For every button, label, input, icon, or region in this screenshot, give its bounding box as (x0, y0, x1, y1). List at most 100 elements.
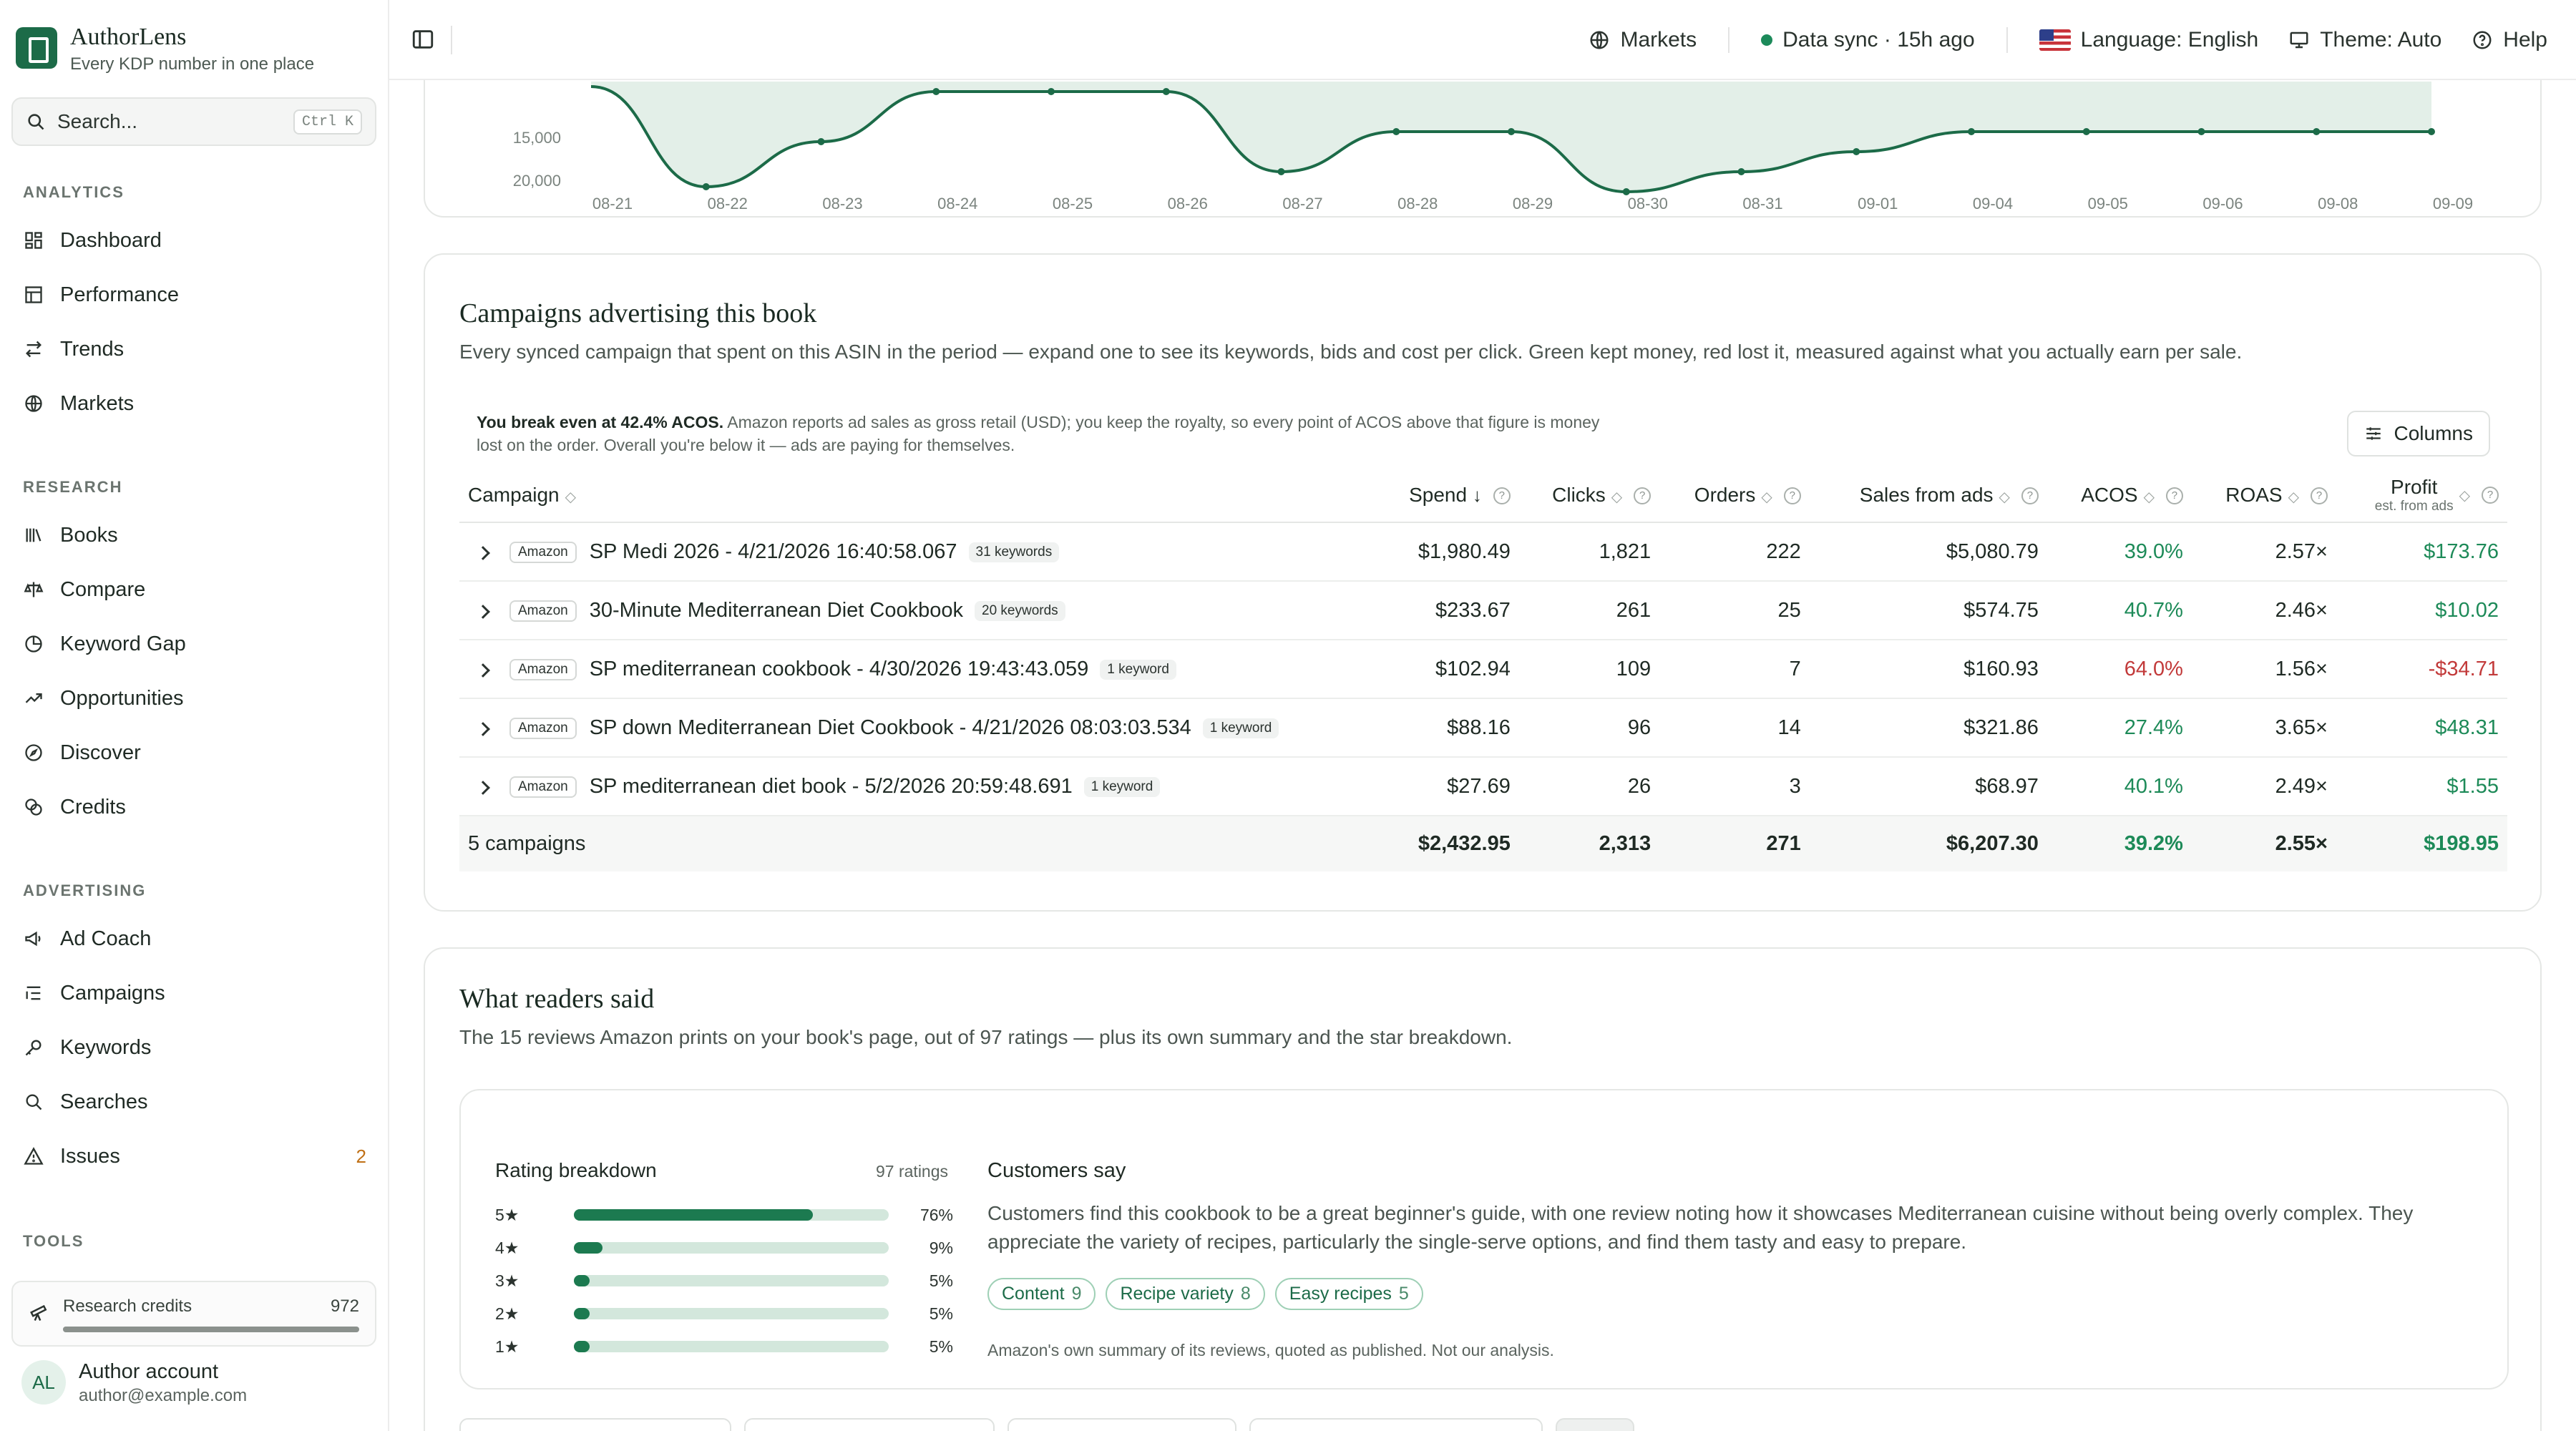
help-icon[interactable]: ? (2310, 487, 2328, 505)
account-menu[interactable]: AL Author account author@example.com (21, 1358, 247, 1407)
find-button[interactable]: Find (1556, 1418, 1634, 1431)
sidebar-item-credits[interactable]: Credits (23, 787, 366, 827)
sidebar-item-trends[interactable]: Trends (23, 329, 366, 369)
review-search-input[interactable]: Search within reviews (1249, 1418, 1543, 1431)
review-filter-select[interactable]: All... (459, 1418, 731, 1431)
sidebar-item-opportunities[interactable]: Opportunities (23, 678, 366, 718)
col-orders[interactable]: Orders ◇? (1659, 468, 1810, 523)
data-point[interactable] (2197, 128, 2205, 135)
columns-button[interactable]: Columns (2346, 411, 2490, 456)
campaign-name[interactable]: SP mediterranean cookbook - 4/30/2026 19… (589, 657, 1089, 680)
sidebar-item-ad-coach[interactable]: Ad Coach (23, 919, 366, 959)
sidebar-item-keyword-gap[interactable]: Keyword Gap (23, 624, 366, 664)
chevron-right-icon[interactable] (476, 604, 490, 619)
data-point[interactable] (1968, 128, 1975, 135)
data-point[interactable] (2082, 128, 2090, 135)
table-row[interactable]: Amazon SP mediterranean cookbook - 4/30/2… (459, 640, 2507, 699)
acos-cell: 27.4% (2046, 698, 2192, 758)
sidebar-item-issues[interactable]: Issues 2 (23, 1136, 366, 1176)
table-row[interactable]: Amazon SP Medi 2026 - 4/21/2026 16:40:58.… (459, 522, 2507, 582)
data-point[interactable] (2428, 128, 2435, 135)
data-point[interactable] (702, 183, 710, 190)
col-profit[interactable]: Profit est. from ads ◇? (2336, 468, 2507, 523)
sidebar-item-markets[interactable]: Markets (23, 384, 366, 424)
campaign-name[interactable]: 30-Minute Mediterranean Diet Cookbook (589, 598, 963, 622)
col-spend[interactable]: Spend ↓? (1375, 468, 1519, 523)
brand[interactable]: AuthorLens Every KDP number in one place (16, 21, 314, 76)
rating-row[interactable]: 2★ 5% (495, 1299, 953, 1328)
data-point[interactable] (1277, 168, 1285, 175)
help-icon[interactable]: ? (2482, 486, 2499, 504)
sidebar-toggle-icon[interactable] (411, 27, 435, 55)
data-point[interactable] (1508, 128, 1515, 135)
col-roas[interactable]: ROAS ◇? (2191, 468, 2336, 523)
rating-percent: 9% (929, 1238, 953, 1257)
sort-icon: ◇ (1611, 489, 1623, 505)
sidebar-item-searches[interactable]: Searches (23, 1082, 366, 1122)
research-credits[interactable]: Research credits 972 (11, 1281, 376, 1347)
rating-row[interactable]: 5★ 76% (495, 1201, 953, 1229)
issues-count-badge: 2 (356, 1145, 366, 1167)
help-icon[interactable]: ? (1493, 487, 1511, 505)
sort-desc-icon: ↓ (1472, 484, 1482, 506)
data-point[interactable] (817, 138, 825, 145)
col-sales-label: Sales from ads (1859, 483, 1994, 506)
sidebar-item-dashboard[interactable]: Dashboard (23, 220, 366, 260)
chevron-right-icon[interactable] (476, 780, 490, 795)
campaign-name[interactable]: SP Medi 2026 - 4/21/2026 16:40:58.067 (589, 539, 957, 563)
rating-row[interactable]: 4★ 9% (495, 1234, 953, 1262)
data-point[interactable] (1622, 188, 1630, 195)
rating-row[interactable]: 3★ 5% (495, 1266, 953, 1295)
rating-star-label: 2★ (495, 1304, 519, 1323)
data-point[interactable] (1853, 148, 1860, 155)
help-icon[interactable]: ? (1783, 487, 1801, 505)
col-acos[interactable]: ACOS ◇? (2046, 468, 2192, 523)
data-point[interactable] (1392, 128, 1400, 135)
total-sales: $6,207.30 (1809, 816, 2047, 871)
rating-bar (574, 1341, 889, 1352)
data-point[interactable] (1737, 168, 1745, 175)
help-button[interactable]: Help (2472, 28, 2547, 52)
help-icon[interactable]: ? (2165, 487, 2183, 505)
rating-row[interactable]: 1★ 5% (495, 1332, 953, 1361)
help-icon[interactable]: ? (1634, 487, 1652, 505)
sidebar-item-campaigns[interactable]: Campaigns (23, 973, 366, 1013)
total-roas: 2.55× (2191, 816, 2336, 871)
data-point[interactable] (932, 88, 940, 95)
chevron-right-icon[interactable] (476, 663, 490, 678)
sidebar-item-books[interactable]: Books (23, 515, 366, 555)
search-box[interactable]: Search... Ctrl K (11, 97, 376, 146)
columns-label: Columns (2394, 422, 2473, 444)
sidebar-item-performance[interactable]: Performance (23, 275, 366, 315)
sidebar-item-discover[interactable]: Discover (23, 733, 366, 773)
campaign-name[interactable]: SP mediterranean diet book - 5/2/2026 20… (589, 774, 1073, 798)
aspect-chip[interactable]: Content 9 (987, 1278, 1096, 1310)
sidebar-item-label: Discover (60, 741, 141, 764)
col-campaign[interactable]: Campaign ◇ (459, 468, 1375, 523)
col-sales[interactable]: Sales from ads ◇? (1809, 468, 2047, 523)
rating-bar (574, 1275, 889, 1286)
col-clicks[interactable]: Clicks ◇? (1518, 468, 1660, 523)
language-button[interactable]: Language: English (2039, 28, 2258, 52)
table-row[interactable]: Amazon SP down Mediterranean Diet Cookboo… (459, 698, 2507, 758)
chevron-right-icon[interactable] (476, 721, 490, 736)
data-point[interactable] (1162, 88, 1170, 95)
review-filter-select[interactable]: All... (744, 1418, 995, 1431)
table-row[interactable]: Amazon SP mediterranean diet book - 5/2/2… (459, 757, 2507, 816)
chevron-right-icon[interactable] (476, 545, 490, 560)
review-filter-select[interactable]: Most helpful (1008, 1418, 1236, 1431)
data-point[interactable] (1048, 88, 1055, 95)
campaign-name[interactable]: SP down Mediterranean Diet Cookbook - 4/… (589, 716, 1191, 739)
x-tick-label: 08-23 (822, 195, 862, 213)
aspect-chip[interactable]: Easy recipes 5 (1274, 1278, 1423, 1310)
table-row[interactable]: Amazon 30-Minute Mediterranean Diet Cookb… (459, 581, 2507, 640)
nav-section-research: RESEARCH (23, 478, 123, 496)
sidebar-item-compare[interactable]: Compare (23, 570, 366, 610)
data-point[interactable] (2313, 128, 2321, 135)
sidebar-item-keywords[interactable]: Keywords (23, 1027, 366, 1068)
help-icon[interactable]: ? (2021, 487, 2039, 505)
aspect-chip[interactable]: Recipe variety 8 (1106, 1278, 1265, 1310)
theme-button[interactable]: Theme: Auto (2288, 28, 2441, 52)
campaigns-table: Campaign ◇ Spend ↓? Clicks ◇? Orders ◇? Sal… (459, 468, 2507, 871)
markets-button[interactable]: Markets (1589, 28, 1697, 52)
